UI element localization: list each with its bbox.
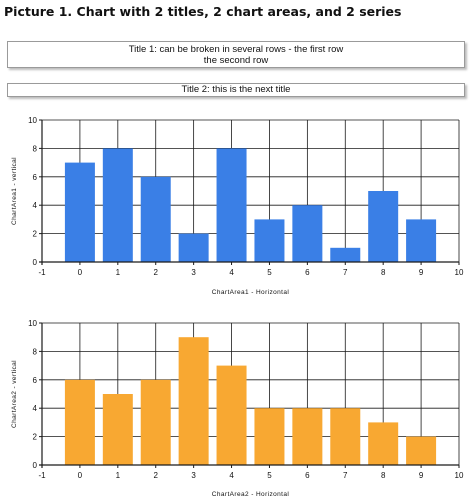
chart-2-bar <box>102 394 133 465</box>
chart-1-x-tick-label: 7 <box>343 268 348 277</box>
chart-2-x-tick-label: 6 <box>305 471 310 480</box>
chart-title-2: Title 2: this is the next title <box>7 83 465 97</box>
chart-1-bar <box>64 162 95 262</box>
chart-2-bar <box>368 422 399 465</box>
chart-2-bar <box>330 408 361 465</box>
chart-1-x-tick-label: 9 <box>419 268 424 277</box>
chart-title-1-line-1: Title 1: can be broken in several rows -… <box>128 44 344 55</box>
chart-2-bar <box>216 365 247 465</box>
chart-2-x-tick-label: 4 <box>229 471 234 480</box>
chart-1-bar <box>102 148 133 262</box>
chart-1-y-tick-label: 2 <box>33 230 38 239</box>
chart-title-1: Title 1: can be broken in several rows -… <box>7 41 465 68</box>
chart-1-bar <box>216 148 247 262</box>
chart-2-bar <box>178 337 209 465</box>
chart-1-x-tick-label: 3 <box>191 268 196 277</box>
chart-2-x-tick-label: 2 <box>154 471 159 480</box>
chart-2-x-tick-label: 10 <box>455 471 464 480</box>
chart-2-y-tick-label: 6 <box>33 376 38 385</box>
chart-2-bar <box>140 379 171 465</box>
chart-1-bar <box>178 233 209 262</box>
chart-2-x-tick-label: 0 <box>78 471 83 480</box>
chart-1-bar <box>254 219 285 262</box>
chart-title-1-line-2: the second row <box>203 55 269 66</box>
chart-1-y-tick-label: 0 <box>33 258 38 267</box>
chart-1-y-axis-title: ChartArea1 - vertical <box>11 157 18 225</box>
chart-1-x-tick-label: 8 <box>381 268 386 277</box>
chart-1-bar <box>406 219 437 262</box>
chart-1-x-tick-label: 5 <box>267 268 272 277</box>
chart-1-x-tick-label: 1 <box>116 268 121 277</box>
chart-2-x-tick-label: 5 <box>267 471 272 480</box>
chart-2-y-axis-title: ChartArea2 - vertical <box>11 360 18 428</box>
chart-2-x-tick-label: 7 <box>343 471 348 480</box>
chart-1-bar <box>368 191 399 262</box>
chart-1-x-tick-label: 4 <box>229 268 234 277</box>
chart-2-bar <box>64 379 95 465</box>
chart-2-x-tick-label: 8 <box>381 471 386 480</box>
chart-1-x-tick-label: 2 <box>154 268 159 277</box>
chart-1-bar <box>292 205 323 262</box>
chart-2-y-tick-label: 8 <box>33 347 38 356</box>
chart-1-x-tick-label: 6 <box>305 268 310 277</box>
chart-2-y-tick-label: 4 <box>33 404 38 413</box>
chart-2-x-tick-label: -1 <box>38 471 46 480</box>
chart-2-x-axis-title: ChartArea2 - Horizontal <box>212 491 290 498</box>
page-heading: Picture 1. Chart with 2 titles, 2 chart … <box>4 4 402 19</box>
chart-2-y-tick-label: 2 <box>33 433 38 442</box>
chart-1-y-tick-label: 8 <box>33 144 38 153</box>
chart-1-bar <box>330 247 361 262</box>
chart-2-y-tick-label: 0 <box>33 461 38 470</box>
chart-1-x-tick-label: -1 <box>38 268 46 277</box>
chart-2-bar <box>254 408 285 465</box>
chart-1-x-tick-label: 10 <box>455 268 464 277</box>
chart-2-y-tick-label: 10 <box>28 319 37 328</box>
chart-2-bar <box>292 408 323 465</box>
chart-1-x-axis-title: ChartArea1 - Horizontal <box>212 289 290 296</box>
chart-2-bar <box>406 436 437 465</box>
chart-1-y-tick-label: 10 <box>28 116 37 125</box>
chart-1-x-tick-label: 0 <box>78 268 83 277</box>
chart-2-x-tick-label: 1 <box>116 471 121 480</box>
chart-1-bar <box>140 176 171 262</box>
chart-2-x-tick-label: 3 <box>191 471 196 480</box>
chart-1-y-tick-label: 4 <box>33 201 38 210</box>
chart-2-x-tick-label: 9 <box>419 471 424 480</box>
chart-1-y-tick-label: 6 <box>33 173 38 182</box>
